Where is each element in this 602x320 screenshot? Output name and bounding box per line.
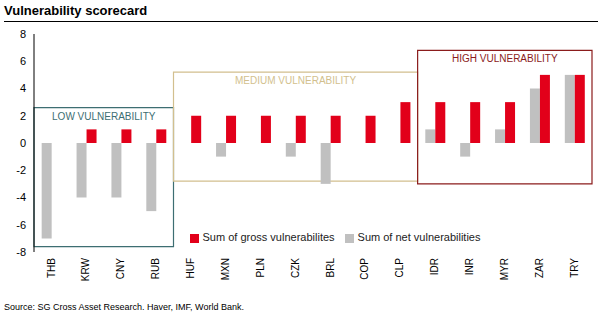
svg-text:ZAR: ZAR bbox=[534, 258, 545, 278]
svg-text:-2: -2 bbox=[16, 164, 26, 176]
svg-text:MEDIUM VULNERABILITY: MEDIUM VULNERABILITY bbox=[235, 75, 356, 86]
html-text:Source: SG Cross Asset Researc: Source: SG Cross Asset Research. Haver, … bbox=[4, 302, 244, 312]
svg-text:-4: -4 bbox=[16, 191, 26, 203]
svg-text:INR: INR bbox=[464, 258, 475, 275]
svg-text:MYR: MYR bbox=[499, 258, 510, 280]
svg-text:4: 4 bbox=[20, 82, 26, 94]
svg-text:THB: THB bbox=[46, 258, 57, 278]
svg-text:TRY: TRY bbox=[569, 258, 580, 278]
svg-text:6: 6 bbox=[20, 55, 26, 67]
svg-text:8: 8 bbox=[20, 28, 26, 40]
svg-text:0: 0 bbox=[20, 137, 26, 149]
svg-text:-6: -6 bbox=[16, 219, 26, 231]
svg-text:BRL: BRL bbox=[325, 258, 336, 278]
svg-text:RUB: RUB bbox=[150, 258, 161, 279]
svg-text:KRW: KRW bbox=[80, 257, 91, 281]
svg-text:CLP: CLP bbox=[394, 258, 405, 278]
svg-text:CZK: CZK bbox=[290, 258, 301, 278]
svg-text:LOW VULNERABILITY: LOW VULNERABILITY bbox=[52, 111, 156, 122]
html-text:Vulnerability scorecard: Vulnerability scorecard bbox=[4, 3, 148, 18]
svg-text:PLN: PLN bbox=[255, 258, 266, 277]
svg-text:IDR: IDR bbox=[429, 258, 440, 275]
svg-text:HIGH VULNERABILITY: HIGH VULNERABILITY bbox=[452, 53, 558, 64]
html-text:Sum of net vulnerabilities: Sum of net vulnerabilities bbox=[357, 231, 481, 243]
svg-text:-8: -8 bbox=[16, 246, 26, 258]
svg-text:HUF: HUF bbox=[185, 258, 196, 279]
svg-text:CNY: CNY bbox=[115, 258, 126, 279]
svg-text:COP: COP bbox=[359, 258, 370, 280]
svg-text:MXN: MXN bbox=[220, 258, 231, 280]
svg-text:2: 2 bbox=[20, 110, 26, 122]
html-text:Sum of gross vulnerabilites: Sum of gross vulnerabilites bbox=[202, 231, 335, 243]
